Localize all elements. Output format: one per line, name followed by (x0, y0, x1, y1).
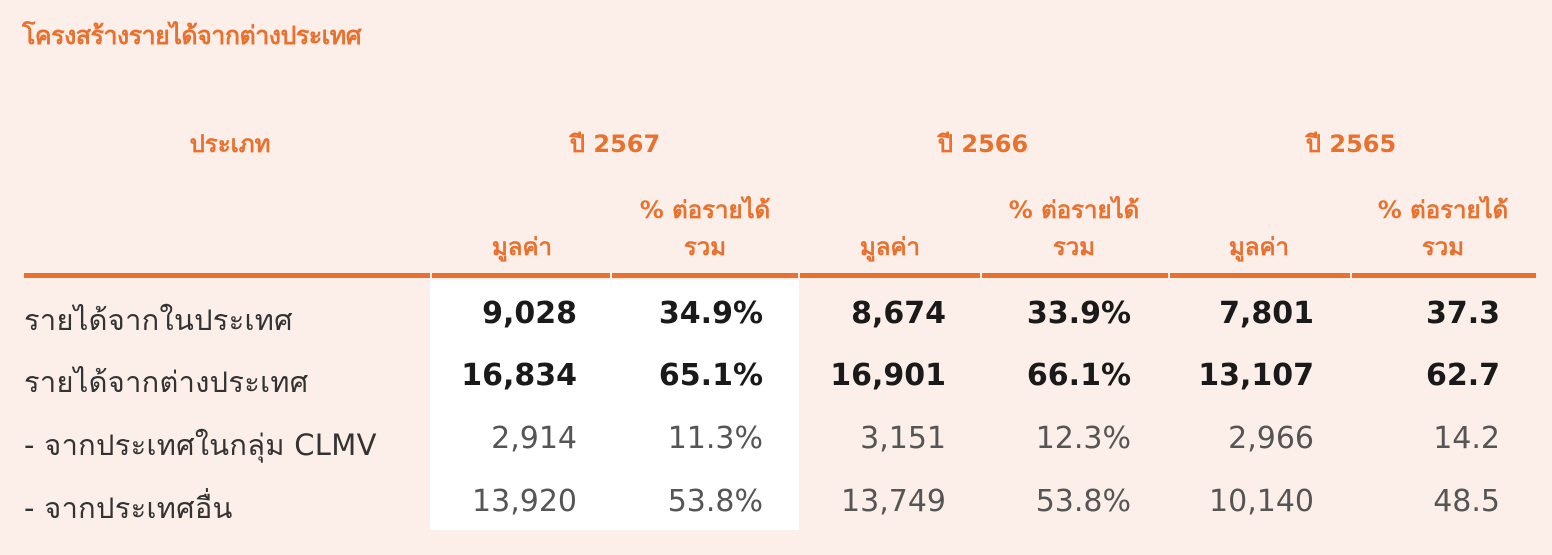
cell-pct-2566: 33.9% (1026, 296, 1131, 331)
row-label: - จากประเทศอื่น (24, 491, 233, 525)
header-rule (1352, 273, 1536, 278)
subheader-pct-2565: % ต่อรายได้ รวม (1353, 192, 1533, 266)
subheader-pct-line1: % ต่อรายได้ (1008, 196, 1140, 224)
cell-value-2566: 13,749 (841, 484, 946, 519)
subheader-pct-line2: รวม (1052, 233, 1096, 261)
cell-value-2565: 2,966 (1228, 421, 1314, 456)
cell-pct-2565: 48.5 (1433, 484, 1500, 519)
cell-pct-2565: 14.2 (1433, 421, 1500, 456)
cell-pct-2567: 34.9% (658, 296, 763, 331)
cell-pct-2567: 53.8% (667, 484, 763, 519)
cell-pct-2566: 53.8% (1035, 484, 1131, 519)
row-label: รายได้จากในประเทศ (24, 303, 293, 337)
row-label: - จากประเทศในกลุ่ม CLMV (24, 428, 377, 462)
row-label: รายได้จากต่างประเทศ (24, 365, 309, 399)
cell-pct-2566: 12.3% (1035, 421, 1131, 456)
header-year-2566: ปี 2566 (937, 130, 1029, 158)
subheader-pct-line2: รวม (1421, 233, 1465, 261)
cell-value-2567: 9,028 (482, 296, 577, 331)
cell-value-2565: 10,140 (1209, 484, 1314, 519)
subheader-value-2566: มูลค่า (859, 233, 921, 261)
cell-value-2565: 13,107 (1198, 358, 1314, 393)
header-rule (982, 273, 1168, 278)
header-rule (432, 273, 610, 278)
cell-pct-2565: 62.7 (1425, 358, 1500, 393)
cell-value-2567: 16,834 (461, 358, 577, 393)
subheader-pct-line1: % ต่อรายได้ (639, 196, 771, 224)
subheader-pct-line1: % ต่อรายได้ (1377, 196, 1509, 224)
subheader-pct-line2: รวม (683, 233, 727, 261)
subheader-value-2567: มูลค่า (491, 233, 553, 261)
subheader-value-2565: มูลค่า (1228, 233, 1290, 261)
page-title: โครงสร้างรายได้จากต่างประเทศ (22, 21, 362, 50)
cell-value-2566: 3,151 (860, 421, 946, 456)
cell-value-2566: 8,674 (851, 296, 946, 331)
cell-value-2565: 7,801 (1219, 296, 1314, 331)
cell-value-2566: 16,901 (830, 358, 946, 393)
cell-pct-2567: 65.1% (658, 358, 763, 393)
subheader-pct-2566: % ต่อรายได้ รวม (984, 192, 1164, 266)
cell-pct-2565: 37.3 (1425, 296, 1500, 331)
current-year-highlight (430, 280, 799, 530)
cell-pct-2567: 11.3% (667, 421, 763, 456)
header-year-2567: ปี 2567 (569, 130, 661, 158)
cell-value-2567: 13,920 (472, 484, 577, 519)
cell-pct-2566: 66.1% (1026, 358, 1131, 393)
header-year-2565: ปี 2565 (1305, 130, 1397, 158)
cell-value-2567: 2,914 (491, 421, 577, 456)
header-rule (24, 273, 430, 278)
subheader-pct-2567: % ต่อรายได้ รวม (615, 192, 795, 266)
header-rule (612, 273, 798, 278)
header-rule (1170, 273, 1350, 278)
header-rule (800, 273, 980, 278)
header-type: ประเภท (189, 130, 271, 158)
